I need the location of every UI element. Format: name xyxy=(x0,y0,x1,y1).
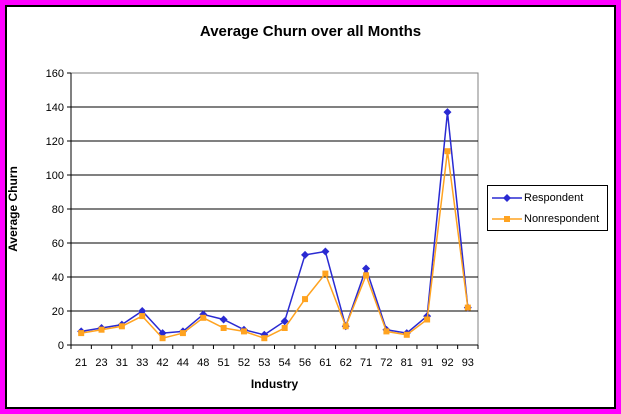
x-axis-title: Industry xyxy=(250,377,299,391)
legend-label: Respondent xyxy=(524,191,584,204)
nonrespondent-marker-icon xyxy=(492,215,522,222)
data-point-nonrespondent xyxy=(240,328,247,335)
x-tick-label: 56 xyxy=(299,357,311,369)
respondent-marker-icon xyxy=(492,193,522,202)
x-tick-label: 81 xyxy=(401,357,413,369)
data-point-respondent xyxy=(219,315,228,324)
x-tick-label: 51 xyxy=(218,357,230,369)
data-point-respondent xyxy=(443,108,452,117)
x-tick-label: 71 xyxy=(360,357,372,369)
x-tick-label: 33 xyxy=(136,357,148,369)
x-tick-label: 52 xyxy=(238,357,250,369)
data-point-nonrespondent xyxy=(159,335,166,342)
x-tick-label: 72 xyxy=(380,357,392,369)
data-point-respondent xyxy=(280,317,289,326)
data-point-respondent xyxy=(138,307,147,315)
legend-label: Nonrespondent xyxy=(524,212,600,225)
x-tick-label: 92 xyxy=(441,357,453,369)
x-tick-label: 93 xyxy=(462,357,474,369)
data-point-nonrespondent xyxy=(464,304,471,311)
legend-item-respondent: Respondent xyxy=(488,189,607,207)
data-point-nonrespondent xyxy=(78,330,85,337)
data-point-respondent xyxy=(301,250,310,259)
data-point-nonrespondent xyxy=(200,314,207,321)
x-tick-label: 91 xyxy=(421,357,433,369)
data-point-nonrespondent xyxy=(261,335,268,342)
data-point-nonrespondent xyxy=(403,331,410,338)
series-line-nonrespondent xyxy=(81,151,469,340)
x-tick-label: 62 xyxy=(340,357,352,369)
data-point-nonrespondent xyxy=(383,328,390,335)
x-tick-label: 54 xyxy=(279,357,291,369)
data-point-nonrespondent xyxy=(139,313,146,320)
data-point-nonrespondent xyxy=(118,323,125,330)
x-tick-label: 61 xyxy=(319,357,331,369)
y-tick-label: 0 xyxy=(58,340,64,352)
y-tick-label: 120 xyxy=(46,136,64,148)
data-point-nonrespondent xyxy=(322,270,329,277)
y-tick-label: 100 xyxy=(46,170,64,182)
data-point-respondent xyxy=(362,264,371,273)
data-point-nonrespondent xyxy=(424,316,431,323)
series-line-respondent xyxy=(81,112,469,336)
data-point-nonrespondent xyxy=(444,148,451,155)
y-tick-label: 140 xyxy=(46,102,64,114)
x-tick-label: 23 xyxy=(95,357,107,369)
y-tick-label: 20 xyxy=(52,306,64,318)
data-point-nonrespondent xyxy=(363,272,370,279)
chart-title: Average Churn over all Months xyxy=(199,23,422,40)
data-point-nonrespondent xyxy=(342,323,349,330)
legend: Respondent Nonrespondent xyxy=(487,185,608,231)
data-point-nonrespondent xyxy=(302,296,309,303)
data-point-nonrespondent xyxy=(220,325,227,331)
data-point-nonrespondent xyxy=(98,326,105,333)
y-tick-label: 40 xyxy=(52,272,64,284)
y-tick-label: 160 xyxy=(46,68,64,80)
x-tick-label: 42 xyxy=(156,357,168,369)
x-tick-label: 53 xyxy=(258,357,270,369)
x-tick-label: 44 xyxy=(177,357,189,369)
y-tick-label: 80 xyxy=(52,204,64,216)
data-point-nonrespondent xyxy=(179,330,186,337)
x-tick-label: 48 xyxy=(197,357,209,369)
y-tick-label: 60 xyxy=(52,238,64,250)
legend-item-nonrespondent: Nonrespondent xyxy=(488,210,607,228)
data-point-nonrespondent xyxy=(281,325,288,331)
data-point-respondent xyxy=(321,247,330,256)
x-tick-label: 31 xyxy=(116,357,128,369)
x-tick-label: 21 xyxy=(75,357,87,369)
